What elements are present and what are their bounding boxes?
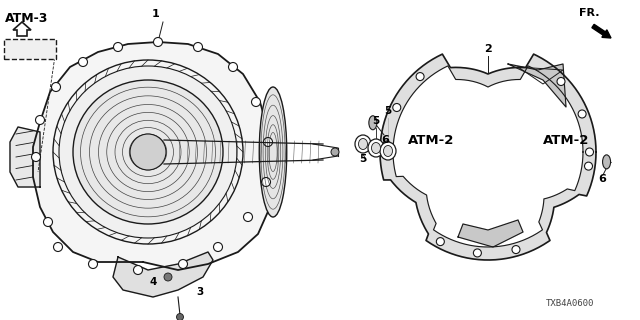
Circle shape bbox=[35, 116, 45, 124]
Ellipse shape bbox=[383, 146, 392, 156]
Circle shape bbox=[331, 148, 339, 156]
Circle shape bbox=[393, 103, 401, 111]
Bar bbox=[4, 39, 56, 59]
Text: ATM-3: ATM-3 bbox=[5, 12, 49, 25]
Text: 3: 3 bbox=[196, 287, 204, 297]
Circle shape bbox=[154, 37, 163, 46]
Text: TXB4A0600: TXB4A0600 bbox=[546, 299, 594, 308]
Ellipse shape bbox=[603, 155, 611, 169]
Ellipse shape bbox=[369, 116, 377, 130]
Ellipse shape bbox=[355, 135, 371, 153]
Text: 5: 5 bbox=[385, 106, 392, 116]
Circle shape bbox=[578, 110, 586, 118]
Circle shape bbox=[243, 212, 253, 221]
Circle shape bbox=[164, 273, 172, 281]
Ellipse shape bbox=[371, 142, 381, 154]
Circle shape bbox=[436, 238, 444, 246]
Ellipse shape bbox=[368, 139, 384, 157]
Circle shape bbox=[79, 58, 88, 67]
Circle shape bbox=[177, 314, 184, 320]
Circle shape bbox=[228, 62, 237, 71]
Circle shape bbox=[179, 260, 188, 268]
Ellipse shape bbox=[358, 139, 367, 149]
Text: 5: 5 bbox=[360, 154, 367, 164]
Circle shape bbox=[416, 73, 424, 81]
Text: 4: 4 bbox=[150, 277, 157, 287]
Polygon shape bbox=[10, 127, 40, 187]
Circle shape bbox=[130, 134, 166, 170]
Text: FR.: FR. bbox=[579, 8, 599, 18]
Text: 2: 2 bbox=[484, 44, 492, 54]
Polygon shape bbox=[458, 220, 523, 247]
Circle shape bbox=[193, 43, 202, 52]
Circle shape bbox=[383, 141, 391, 149]
FancyArrow shape bbox=[592, 24, 611, 38]
Ellipse shape bbox=[380, 142, 396, 160]
Polygon shape bbox=[508, 64, 566, 107]
Circle shape bbox=[557, 77, 565, 85]
Circle shape bbox=[134, 266, 143, 275]
Circle shape bbox=[252, 98, 260, 107]
Circle shape bbox=[54, 243, 63, 252]
Text: ATM-2: ATM-2 bbox=[543, 134, 589, 147]
Ellipse shape bbox=[59, 66, 237, 238]
Text: 6: 6 bbox=[381, 135, 388, 145]
Text: 5: 5 bbox=[372, 116, 380, 126]
Circle shape bbox=[214, 243, 223, 252]
Ellipse shape bbox=[259, 87, 287, 217]
Polygon shape bbox=[113, 252, 213, 297]
Circle shape bbox=[264, 138, 273, 147]
Circle shape bbox=[113, 43, 122, 52]
Circle shape bbox=[262, 178, 271, 187]
Circle shape bbox=[51, 83, 61, 92]
Circle shape bbox=[88, 260, 97, 268]
Text: 1: 1 bbox=[152, 9, 160, 19]
Text: 6: 6 bbox=[598, 174, 607, 184]
Ellipse shape bbox=[73, 80, 223, 224]
Circle shape bbox=[512, 245, 520, 253]
Circle shape bbox=[44, 218, 52, 227]
Circle shape bbox=[31, 153, 40, 162]
Text: ATM-2: ATM-2 bbox=[408, 134, 454, 147]
Circle shape bbox=[584, 162, 593, 170]
Circle shape bbox=[586, 148, 593, 156]
FancyArrow shape bbox=[13, 22, 31, 36]
Polygon shape bbox=[33, 42, 273, 270]
Polygon shape bbox=[380, 54, 596, 260]
Circle shape bbox=[474, 249, 481, 257]
